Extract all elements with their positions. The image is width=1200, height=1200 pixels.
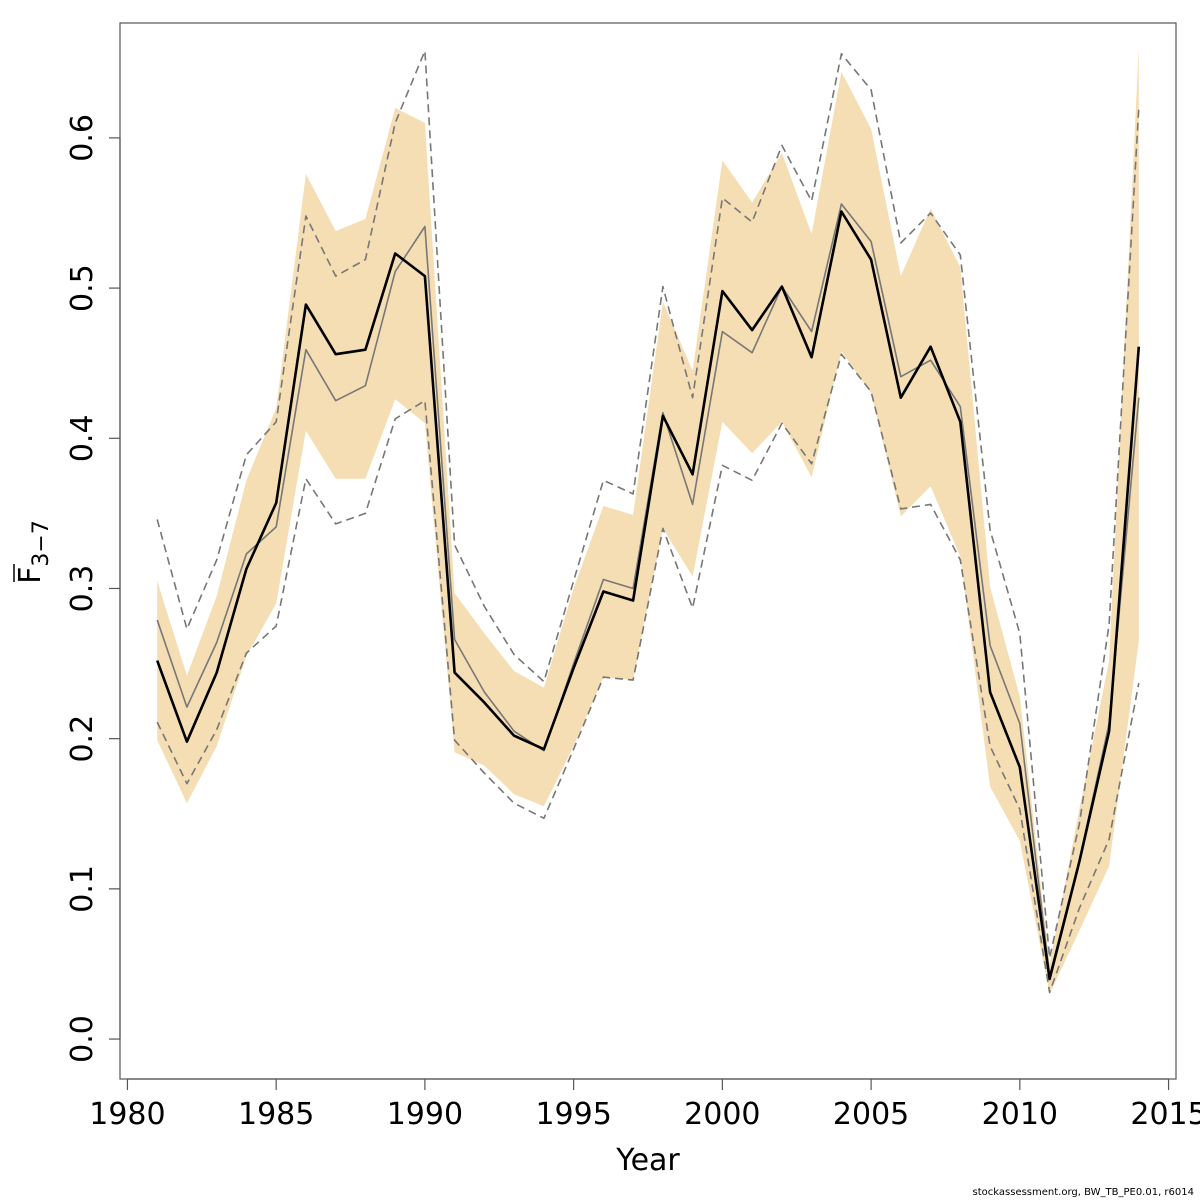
x-tick-label: 2005 bbox=[833, 1097, 909, 1132]
y-tick-label: 0.2 bbox=[65, 715, 100, 763]
y-tick-label: 0.3 bbox=[65, 565, 100, 613]
confidence-band bbox=[157, 47, 1139, 995]
x-tick-label: 2000 bbox=[684, 1097, 760, 1132]
y-axis-title: F3−7 bbox=[13, 520, 54, 584]
series-line-3 bbox=[156, 353, 1140, 994]
y-axis-title-main: F bbox=[13, 567, 48, 584]
series-line-2 bbox=[156, 49, 1140, 959]
y-tick-label: 0.0 bbox=[65, 1015, 100, 1063]
y-tick-label: 0.4 bbox=[65, 414, 100, 462]
y-axis: 0.0 0.1 0.2 0.3 0.4 0.5 0.6 bbox=[65, 114, 121, 1063]
x-tick-label: 2015 bbox=[1130, 1097, 1200, 1132]
x-axis: 1980 1985 1990 1995 2000 2005 2010 2015 bbox=[89, 1078, 1200, 1132]
y-axis-title-subscript: 3−7 bbox=[29, 520, 54, 566]
x-tick-label: 1985 bbox=[238, 1097, 314, 1132]
x-tick-label: 1980 bbox=[89, 1097, 165, 1132]
confidence-band-layer bbox=[157, 47, 1139, 995]
series-line-0 bbox=[155, 210, 1141, 981]
series-layer bbox=[155, 49, 1141, 994]
y-tick-label: 0.6 bbox=[65, 114, 100, 162]
x-axis-title: Year bbox=[615, 1143, 680, 1178]
svg-text:F3−7: F3−7 bbox=[13, 520, 54, 584]
y-tick-label: 0.1 bbox=[65, 865, 100, 913]
x-tick-label: 1990 bbox=[387, 1097, 463, 1132]
footer-credit: stockassessment.org, BW_TB_PE0.01, r6014 bbox=[972, 1187, 1194, 1198]
x-tick-label: 2010 bbox=[982, 1097, 1058, 1132]
y-tick-label: 0.5 bbox=[65, 264, 100, 312]
x-tick-label: 1995 bbox=[535, 1097, 611, 1132]
